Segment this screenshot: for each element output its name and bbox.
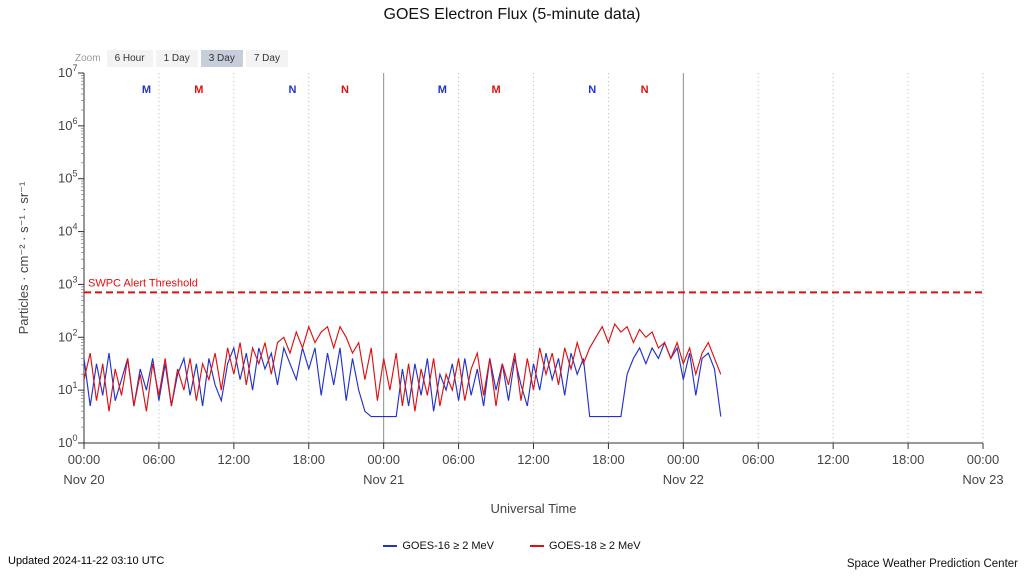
y-tick-label: 103 xyxy=(58,274,77,291)
updated-timestamp: Updated 2024-11-22 03:10 UTC xyxy=(8,555,165,567)
x-tick-label: 18:00 xyxy=(592,452,625,467)
y-tick-label: 107 xyxy=(58,63,77,80)
x-tick-label: 06:00 xyxy=(442,452,475,467)
x-tick-label: 00:00 xyxy=(68,452,101,467)
legend-label: GOES-16 ≥ 2 MeV xyxy=(402,540,494,552)
series-goes-16 xyxy=(83,341,722,418)
satellite-marker: M xyxy=(491,84,500,96)
satellite-marker: N xyxy=(289,84,297,96)
zoom-1-day-button[interactable]: 1 Day xyxy=(155,50,198,67)
legend-item: GOES-16 ≥ 2 MeV xyxy=(383,540,494,552)
y-axis-title: Particles · cm⁻² · s⁻¹ · sr⁻¹ xyxy=(16,181,31,334)
x-tick-label: 06:00 xyxy=(742,452,775,467)
x-tick-label: 00:00 xyxy=(367,452,400,467)
satellite-marker: N xyxy=(341,84,349,96)
x-tick-label: 06:00 xyxy=(143,452,176,467)
y-tick-label: 102 xyxy=(58,327,77,344)
x-tick-label: 00:00 xyxy=(967,452,1000,467)
swpc-alert-threshold-label: SWPC Alert Threshold xyxy=(88,277,198,289)
y-tick-label: 106 xyxy=(58,116,77,133)
page-title: GOES Electron Flux (5-minute data) xyxy=(383,6,641,23)
x-axis-title: Universal Time xyxy=(490,501,577,516)
legend: GOES-16 ≥ 2 MeV GOES-18 ≥ 2 MeV xyxy=(0,540,1024,552)
legend-label: GOES-18 ≥ 2 MeV xyxy=(549,540,641,552)
zoom-7-day-button[interactable]: 7 Day xyxy=(245,50,288,67)
x-date-label: Nov 22 xyxy=(663,472,704,487)
satellite-marker: M xyxy=(194,84,203,96)
zoom-label: Zoom xyxy=(75,53,101,64)
y-tick-label: 100 xyxy=(58,433,77,450)
satellite-marker: N xyxy=(641,84,649,96)
zoom-6-hour-button[interactable]: 6 Hour xyxy=(106,50,153,67)
x-tick-label: 18:00 xyxy=(292,452,325,467)
x-tick-label: 18:00 xyxy=(892,452,925,467)
legend-swatch xyxy=(383,545,398,548)
source-credit: Space Weather Prediction Center xyxy=(846,558,1018,570)
series-goes-18 xyxy=(83,322,722,412)
x-tick-label: 12:00 xyxy=(218,452,251,467)
x-date-label: Nov 21 xyxy=(363,472,404,487)
satellite-marker: M xyxy=(142,84,151,96)
zoom-controls: Zoom 6 Hour 1 Day 3 Day 7 Day xyxy=(75,50,288,67)
legend-swatch xyxy=(530,545,544,548)
satellite-marker: N xyxy=(588,84,596,96)
satellite-marker: M xyxy=(438,84,447,96)
y-tick-label: 105 xyxy=(58,169,77,186)
x-date-label: Nov 20 xyxy=(63,472,104,487)
legend-item: GOES-18 ≥ 2 MeV xyxy=(530,540,641,552)
y-tick-label: 101 xyxy=(58,380,77,397)
zoom-3-day-button[interactable]: 3 Day xyxy=(200,50,243,67)
x-tick-label: 12:00 xyxy=(817,452,850,467)
x-tick-label: 12:00 xyxy=(517,452,550,467)
x-tick-label: 00:00 xyxy=(667,452,700,467)
x-date-label: Nov 23 xyxy=(962,472,1003,487)
y-tick-label: 104 xyxy=(58,222,77,239)
